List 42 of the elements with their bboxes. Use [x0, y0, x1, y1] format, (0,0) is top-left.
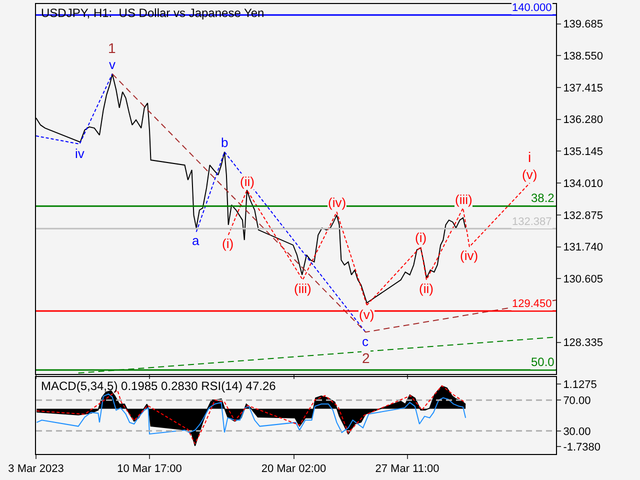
annotation: 1 — [108, 40, 116, 56]
line-series — [36, 393, 466, 434]
y-tick-label: 1.1275 — [563, 378, 597, 391]
data-label: b — [221, 135, 228, 150]
annotation: 38.2 — [531, 191, 555, 205]
y-tick-label: 132.875 — [563, 210, 603, 222]
data-label: (iii) — [455, 192, 472, 207]
chart-title: MACD(5,34,5) 0.1985 0.2830 RSI(14) 47.26 — [41, 379, 276, 393]
data-label: (ii) — [240, 174, 254, 189]
data-label: iv — [75, 146, 85, 161]
y-tick-label: 134.010 — [563, 178, 603, 190]
x-tick-label: 10 Mar 17:00 — [117, 463, 182, 476]
y-tick-label: 139.685 — [563, 18, 603, 31]
data-label: c — [362, 334, 369, 349]
data-label: (ii) — [419, 281, 434, 296]
ref-line-label: 140.000 — [512, 2, 552, 14]
y-tick-label: 128.335 — [563, 337, 603, 350]
ref-line-label: 129.450 — [512, 298, 552, 310]
x-tick-label: 3 Mar 2023 — [8, 463, 64, 476]
y-tick-label: 130.605 — [563, 273, 603, 286]
y2-tick-label: 70.00 — [563, 394, 591, 407]
annotation: 2 — [362, 350, 370, 366]
y-tick-label: -1.7380 — [563, 442, 601, 454]
data-label: (v) — [359, 307, 374, 322]
x-tick-label: 20 Mar 02:00 — [261, 463, 326, 476]
data-label: a — [192, 233, 200, 248]
x-tick-label: 27 Mar 11:00 — [375, 463, 440, 476]
data-label: (i) — [415, 230, 427, 245]
annotation: i — [528, 149, 532, 165]
y-tick-label: 138.550 — [563, 50, 603, 62]
y-tick-label: 136.280 — [563, 114, 603, 126]
y-tick-label: 137.415 — [563, 82, 603, 94]
data-label: (iv) — [328, 195, 346, 210]
data-label: (v) — [522, 167, 538, 182]
y-tick-label: 131.740 — [563, 242, 603, 254]
data-label: (iv) — [460, 248, 478, 263]
y2-tick-label: 30.00 — [563, 426, 591, 438]
y-tick-label: 135.145 — [563, 146, 603, 158]
data-label: v — [109, 57, 116, 72]
data-label: (i) — [222, 236, 234, 251]
annotation: 50.0 — [531, 355, 555, 369]
data-label: (iii) — [294, 281, 312, 296]
